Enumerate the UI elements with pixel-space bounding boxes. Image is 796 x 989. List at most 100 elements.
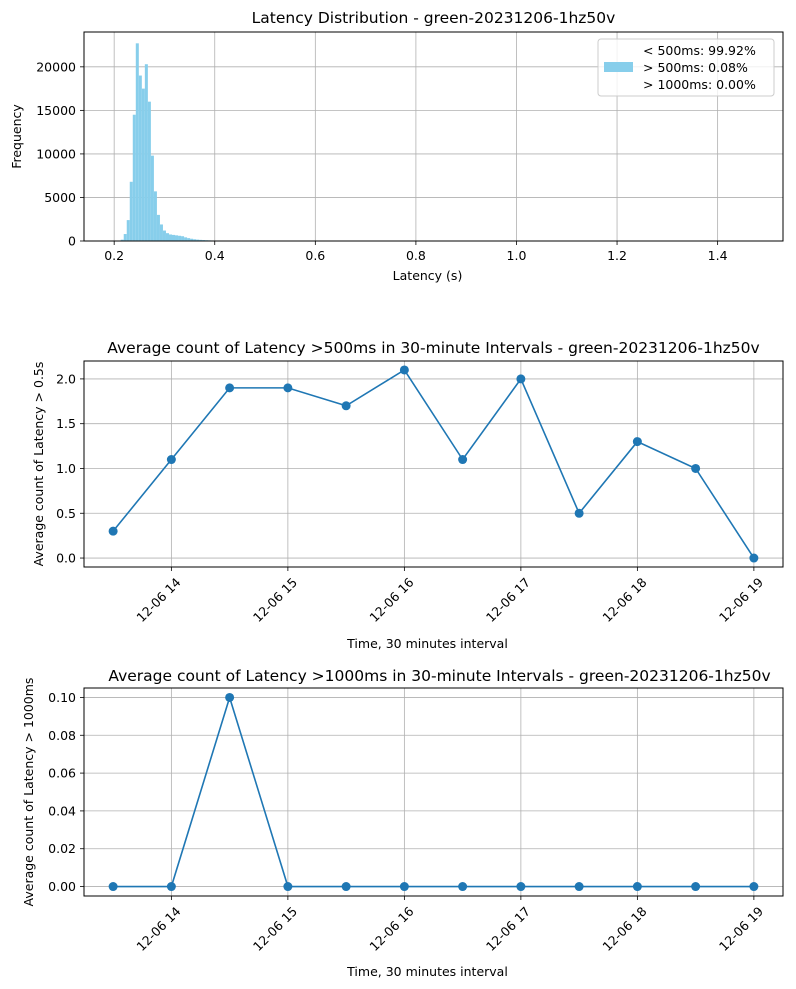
- y-tick-label: 0.08: [48, 728, 76, 743]
- legend-swatch: [604, 62, 633, 72]
- histogram-y-axis-label: Frequency: [9, 104, 24, 169]
- line500-title: Average count of Latency >500ms in 30-mi…: [107, 339, 759, 357]
- line1000-axes-frame: [83, 687, 784, 897]
- histogram-bar: [175, 235, 179, 241]
- y-tick-label: 1.0: [56, 461, 76, 476]
- histogram-bar: [144, 64, 148, 242]
- latency-histogram-chart: 0.2 0.4 0.6 0.8 1.0 1.2 1.4 0 5000 10000 15000 2000…: [9, 9, 784, 283]
- legend-box: [597, 38, 775, 97]
- histogram-bar: [120, 239, 124, 241]
- y-tick-label: 0.06: [48, 766, 76, 781]
- line500-y-axis-label: Average count of Latency > 0.5s: [31, 362, 46, 567]
- data-point: [283, 383, 293, 393]
- histogram-legend: < 500ms: 99.92% > 500ms: 0.08% > 1000ms:…: [597, 38, 775, 97]
- histogram-bar: [162, 230, 166, 241]
- data-point: [225, 692, 235, 702]
- data-point: [516, 882, 526, 892]
- series-line: [113, 694, 754, 888]
- data-point: [166, 455, 176, 465]
- data-point: [691, 882, 701, 892]
- y-tick-label: 0.04: [48, 803, 76, 818]
- line500-axes-frame: [83, 360, 784, 568]
- y-tick-label: 2.0: [56, 371, 76, 386]
- histogram-title: Latency Distribution - green-20231206-1h…: [252, 9, 616, 27]
- y-tick-label: 0.00: [48, 879, 76, 894]
- data-point: [632, 437, 642, 447]
- data-point: [341, 882, 351, 892]
- y-tick-label: 1.5: [56, 416, 76, 431]
- histogram-bar: [193, 239, 197, 241]
- data-point: [516, 374, 526, 384]
- line500-marks: [108, 365, 759, 563]
- data-point: [574, 882, 584, 892]
- line500-x-axis-label: Time, 30 minutes interval: [346, 636, 508, 651]
- line1000-marks: [108, 692, 759, 892]
- histogram-axes-frame: [83, 31, 784, 242]
- y-tick-label: 20000: [36, 59, 76, 74]
- x-tick-label: 0.4: [205, 248, 225, 263]
- histogram-bar: [129, 181, 133, 241]
- y-tick-label: 15000: [36, 103, 76, 118]
- histogram-bar: [187, 238, 191, 241]
- histogram-bar: [196, 239, 200, 241]
- histogram-bar: [132, 114, 136, 241]
- histogram-bar: [159, 224, 163, 241]
- data-point: [108, 882, 118, 892]
- x-tick-label: 0.2: [104, 248, 124, 263]
- data-point: [458, 455, 468, 465]
- series-line: [112, 368, 755, 559]
- histogram-bar: [181, 236, 185, 241]
- histogram-bar: [165, 233, 169, 241]
- x-tick-label: 1.0: [507, 248, 527, 263]
- y-tick-label: 0.0: [56, 551, 76, 566]
- line1000-y-axis-label: Average count of Latency > 1000ms: [21, 678, 36, 907]
- histogram-bar: [190, 238, 194, 241]
- y-tick-label: 5000: [44, 190, 76, 205]
- x-tick-label: 0.8: [406, 248, 426, 263]
- histogram-bar: [138, 75, 142, 242]
- histogram-ticks: 0.2 0.4 0.6 0.8 1.0 1.2 1.4 0 5000 10000 15000 2000…: [36, 59, 727, 263]
- histogram-bar: [172, 234, 176, 241]
- histogram-bar: [123, 234, 127, 241]
- histogram-bar: [184, 237, 188, 241]
- y-tick-label: 0.10: [48, 690, 76, 705]
- legend-entry-above-1000ms: > 1000ms: 0.00%: [643, 77, 756, 92]
- data-point: [283, 882, 293, 892]
- data-point: [749, 882, 759, 892]
- data-point: [574, 508, 584, 518]
- data-point: [749, 553, 759, 563]
- y-tick-label: 10000: [36, 146, 76, 161]
- data-point: [399, 365, 409, 375]
- y-tick-label: 0.5: [56, 506, 76, 521]
- data-point: [691, 463, 701, 473]
- histogram-bar: [168, 234, 173, 241]
- line1000-title: Average count of Latency >1000ms in 30-m…: [108, 667, 770, 685]
- data-point: [632, 882, 642, 892]
- x-tick-label: 1.4: [708, 248, 728, 263]
- y-tick-label: 0.02: [48, 841, 76, 856]
- data-point: [458, 882, 468, 892]
- histogram-bar: [150, 155, 154, 241]
- x-tick-label: 1.2: [607, 248, 627, 263]
- data-point: [108, 526, 118, 536]
- data-point: [166, 882, 176, 892]
- x-tick-label: 0.6: [305, 248, 325, 263]
- legend-entry-below-500ms: < 500ms: 99.92%: [643, 43, 756, 58]
- histogram-bar: [141, 88, 145, 242]
- y-tick-label: 0: [68, 234, 76, 249]
- histogram-bar: [156, 214, 160, 241]
- data-point: [399, 882, 409, 892]
- legend-entry-above-500ms: > 500ms: 0.08%: [643, 60, 748, 75]
- histogram-bar: [178, 235, 182, 241]
- histogram-bar: [147, 101, 151, 242]
- histogram-bar: [126, 220, 130, 241]
- data-point: [341, 401, 351, 411]
- histogram-bar: [199, 239, 203, 241]
- histogram-bar: [153, 191, 157, 241]
- data-point: [225, 383, 235, 393]
- histogram-x-axis-label: Latency (s): [393, 268, 463, 283]
- line1000-x-axis-label: Time, 30 minutes interval: [346, 964, 508, 979]
- histogram-bar: [135, 43, 139, 242]
